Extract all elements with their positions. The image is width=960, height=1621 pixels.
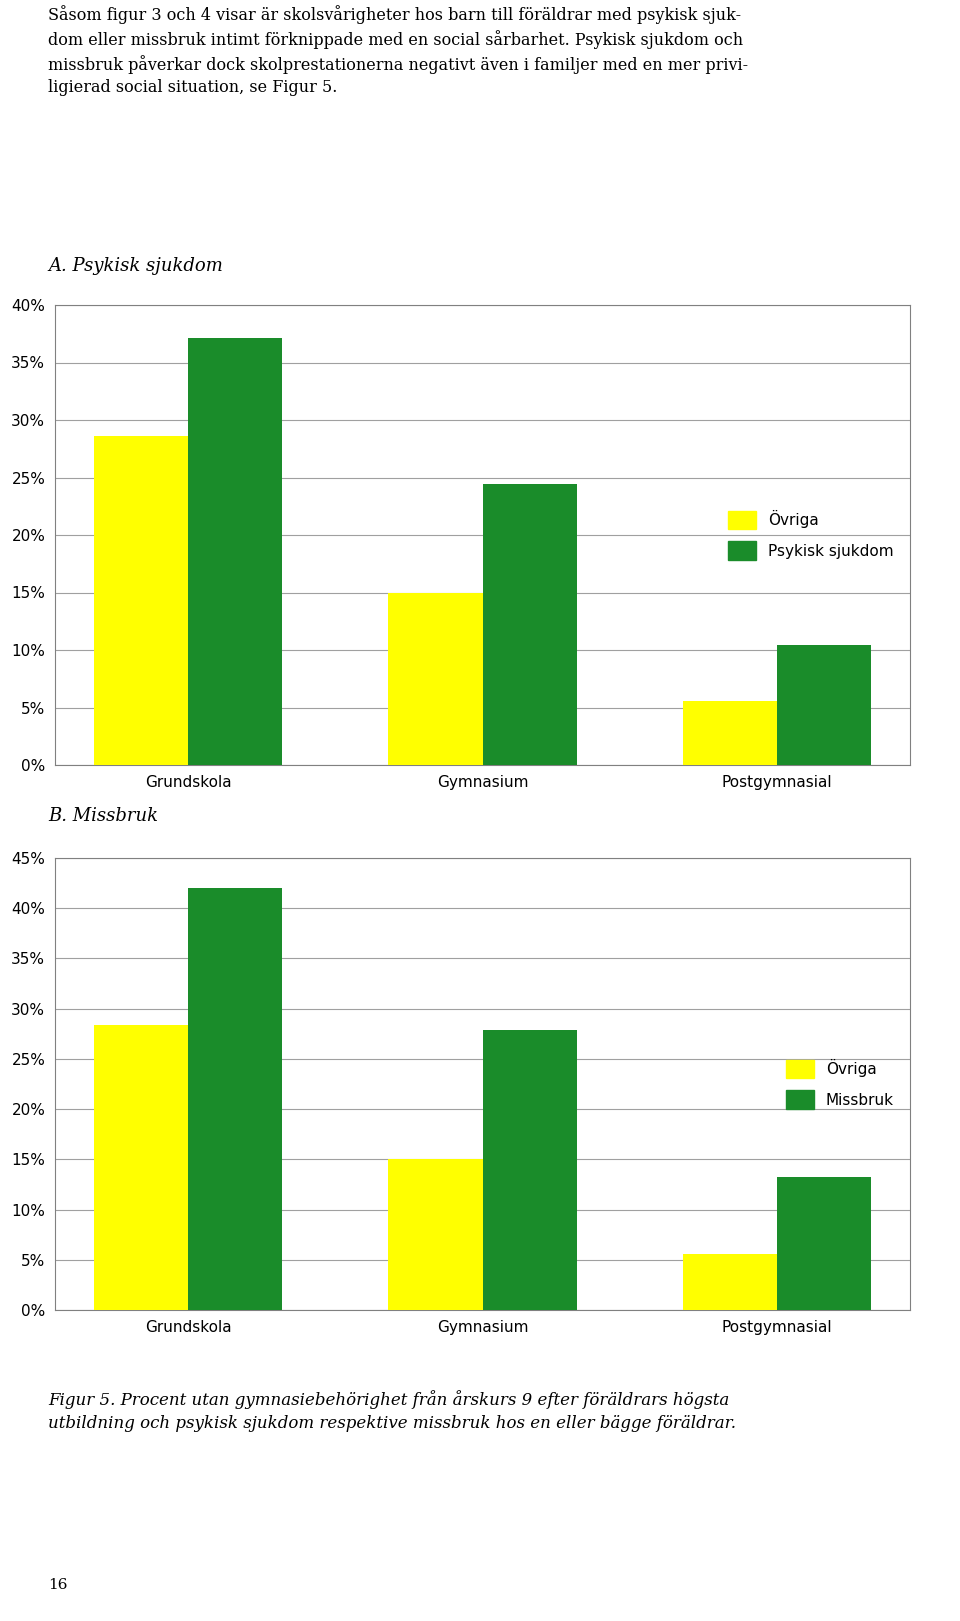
- Text: Såsom figur 3 och 4 visar är skolsvårigheter hos barn till föräldrar med psykisk: Såsom figur 3 och 4 visar är skolsvårigh…: [48, 5, 748, 96]
- Bar: [483, 1029, 577, 1310]
- Bar: [777, 1177, 871, 1310]
- Bar: [777, 645, 871, 765]
- Legend: Övriga, Missbruk: Övriga, Missbruk: [786, 1059, 894, 1109]
- Bar: [188, 888, 282, 1310]
- Legend: Övriga, Psykisk sjukdom: Övriga, Psykisk sjukdom: [729, 511, 894, 561]
- Text: A. Psykisk sjukdom: A. Psykisk sjukdom: [48, 258, 223, 276]
- Bar: [483, 485, 577, 765]
- Bar: [683, 1253, 777, 1310]
- Bar: [94, 436, 188, 765]
- Bar: [188, 339, 282, 765]
- Text: 16: 16: [48, 1577, 67, 1592]
- Text: Figur 5. Procent utan gymnasiebehörighet från årskurs 9 efter föräldrars högsta
: Figur 5. Procent utan gymnasiebehörighet…: [48, 1389, 736, 1433]
- Bar: [388, 1159, 483, 1310]
- Bar: [683, 700, 777, 765]
- Text: B. Missbruk: B. Missbruk: [48, 807, 158, 825]
- Bar: [388, 593, 483, 765]
- Bar: [94, 1024, 188, 1310]
